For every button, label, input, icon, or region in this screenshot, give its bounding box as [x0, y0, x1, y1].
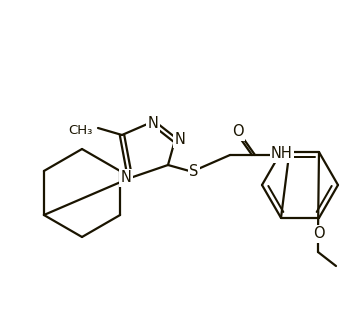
Text: N: N — [148, 116, 159, 132]
Text: NH: NH — [271, 147, 293, 161]
Text: O: O — [232, 124, 244, 139]
Text: CH₃: CH₃ — [68, 123, 93, 137]
Text: O: O — [313, 226, 325, 241]
Text: S: S — [189, 164, 199, 178]
Text: N: N — [120, 171, 131, 186]
Text: N: N — [174, 132, 185, 147]
